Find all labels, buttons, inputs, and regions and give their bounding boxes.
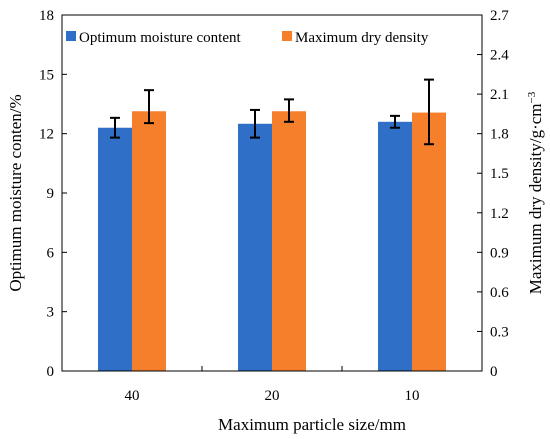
bar-moisture [378,121,412,371]
bar-density [412,112,446,371]
legend-label-density: Maximum dry density [295,30,429,46]
x-tick-label: 20 [265,388,280,404]
bars-layer [98,111,446,372]
x-axis-title: Maximum particle size/mm [218,415,406,434]
legend-swatch-moisture [66,31,76,41]
y-axis-left-title: Optimum moisture conten/% [6,94,25,291]
y-axis-right-title-base: Maximum dry density/g·cm [526,103,545,294]
y-right-tick-label: 1.8 [490,127,509,143]
y-right-tick-label: 0.6 [490,285,509,301]
y-left-tick-label: 0 [47,364,55,380]
y-left-tick-label: 6 [47,245,55,261]
legend-label-moisture: Optimum moisture content [79,30,241,46]
y-right-tick-label: 1.2 [490,206,509,222]
y-right-tick-label: 2.1 [490,87,509,103]
y-right-tick-label: 2.7 [490,8,509,24]
y-left-tick-label: 15 [39,67,54,83]
legend-swatch-density [282,31,292,41]
x-tick-label: 40 [125,388,140,404]
x-ticks: 40 20 10 [125,366,420,404]
x-tick-label: 10 [405,388,420,404]
bar-density [272,111,306,371]
y-left-tick-label: 9 [47,186,55,202]
y-left-tick-label: 12 [39,127,54,143]
y-right-tick-label: 1.5 [490,166,509,182]
y-axis-right-title-sup: −3 [526,91,538,103]
bar-moisture [238,123,272,372]
error-bars-layer [110,78,434,146]
y-right-tick-label: 0.9 [490,245,509,261]
bar-density [132,111,166,371]
y-left-tick-label: 3 [47,305,55,321]
right-ticks: 0 0.3 0.6 0.9 1.2 1.5 1.8 2.1 2.4 2.7 [477,8,509,380]
y-right-tick-label: 2.4 [490,48,509,64]
y-left-tick-label: 18 [39,8,54,24]
y-right-tick-label: 0.3 [490,324,509,340]
bar-moisture [98,127,132,371]
left-ticks: 0 3 6 9 12 15 18 [39,8,67,380]
legend: Optimum moisture content Maximum dry den… [66,30,429,46]
y-axis-right-title: Maximum dry density/g·cm−3 [526,91,545,294]
y-right-tick-label: 0 [490,364,498,380]
